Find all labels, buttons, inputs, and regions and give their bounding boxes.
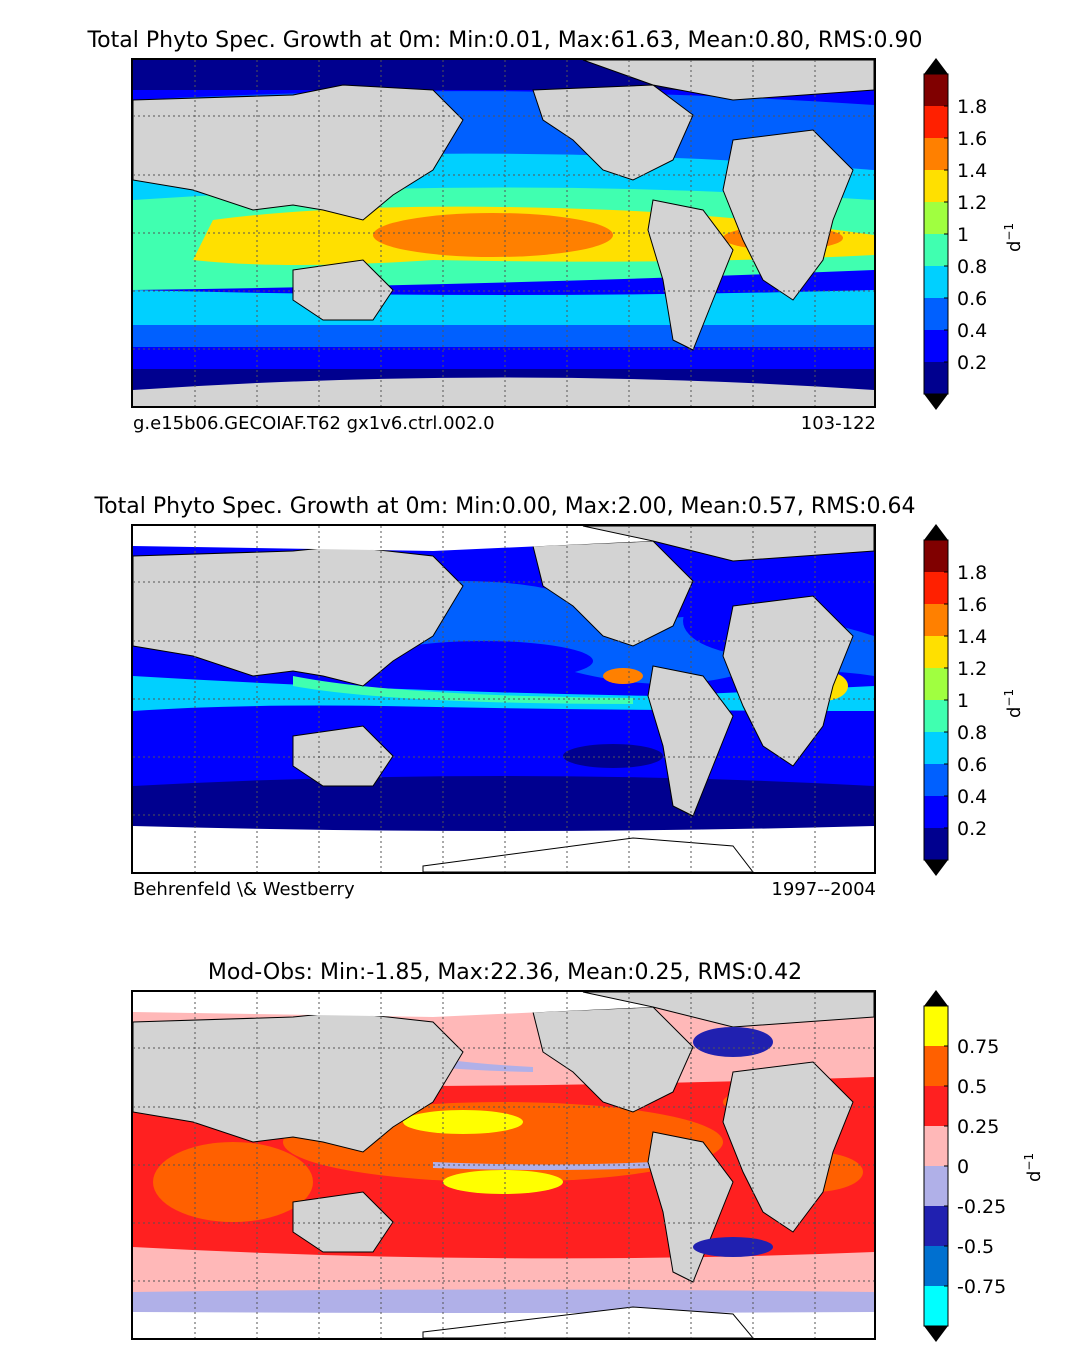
colorbar-tick-label: -0.75 xyxy=(957,1276,1006,1298)
colorbar-over-arrow xyxy=(924,524,948,540)
colorbar-over-arrow xyxy=(924,990,948,1006)
colorbar-under-arrow xyxy=(924,394,948,410)
colorbar-tick-label: 1.2 xyxy=(957,192,987,214)
panel-model: Total Phyto Spec. Growth at 0m: Min:0.01… xyxy=(0,0,1073,460)
colorbar-tick-label: 1.4 xyxy=(957,160,987,182)
colorbar-swatch xyxy=(924,636,948,668)
footer-years: 103-122 xyxy=(800,413,876,434)
colorbar-swatch xyxy=(924,732,948,764)
colorbar-tick-label: 1.8 xyxy=(957,562,987,584)
colorbar-tick-label: 0.4 xyxy=(957,320,987,342)
footer-years: 1997--2004 xyxy=(771,879,876,900)
colorbar-tick-label: 1.8 xyxy=(957,96,987,118)
colorbar-swatch xyxy=(924,330,948,362)
unit-label: d−1 xyxy=(1022,1152,1045,1182)
colorbar-tick-label: 1.2 xyxy=(957,658,987,680)
colorbar-tick-label: -0.25 xyxy=(957,1196,1006,1218)
colorbar-swatch xyxy=(924,298,948,330)
colorbar-swatch xyxy=(924,1086,948,1126)
colorbar-swatch xyxy=(924,828,948,860)
colorbar-swatch xyxy=(924,1246,948,1286)
colorbar-tick-label: 0.5 xyxy=(957,1076,987,1098)
colorbar-tick-label: 1 xyxy=(957,224,969,246)
colorbar-over-arrow xyxy=(924,58,948,74)
footer-source: Behrenfeld \& Westberry xyxy=(133,879,355,900)
colorbar-tick-label: 0.6 xyxy=(957,754,987,776)
colorbar-svg: 0.2 0.4 0.6 0.8 1 1.2 1.4 1.6 1.8 xyxy=(923,58,987,410)
panel-title: Total Phyto Spec. Growth at 0m: Min:0.00… xyxy=(94,494,916,519)
colorbar-swatch xyxy=(924,700,948,732)
colorbar-swatch xyxy=(924,1046,948,1086)
colorbar-tick-label: 0.8 xyxy=(957,722,987,744)
colorbar-svg: 0.2 0.4 0.6 0.8 1 1.2 1.4 1.6 1.8 xyxy=(923,524,987,876)
colorbar-swatch xyxy=(924,266,948,298)
footer-case: g.e15b06.GECOIAF.T62 gx1v6.ctrl.002.0 xyxy=(133,413,495,434)
colorbar-swatch xyxy=(924,170,948,202)
colorbar-swatch xyxy=(924,1006,948,1046)
colorbar-swatch xyxy=(924,202,948,234)
colorbar-tick-label: 1.6 xyxy=(957,128,987,150)
colorbar-swatch xyxy=(924,106,948,138)
colorbar-tick-label: 0.75 xyxy=(957,1036,999,1058)
colorbar-tick-label: 0.2 xyxy=(957,818,987,840)
colorbar-tick-label: 0.6 xyxy=(957,288,987,310)
colorbar: 0.2 0.4 0.6 0.8 1 1.2 1.4 1.6 1.8 xyxy=(920,58,1060,410)
colorbar-tick-label: 0.2 xyxy=(957,352,987,374)
colorbar: 0.2 0.4 0.6 0.8 1 1.2 1.4 1.6 1.8 xyxy=(920,524,1060,876)
map-difference xyxy=(131,990,876,1340)
colorbar-tick-label: -0.5 xyxy=(957,1236,994,1258)
colorbar-swatch xyxy=(924,1126,948,1166)
colorbar-tick-label: 0.8 xyxy=(957,256,987,278)
colorbar: -0.75 -0.5 -0.25 0 0.25 0.5 0.75 xyxy=(920,990,1060,1342)
colorbar-swatch xyxy=(924,764,948,796)
panel-observed: Total Phyto Spec. Growth at 0m: Min:0.00… xyxy=(94,494,1060,900)
colorbar-tick-label: 1 xyxy=(957,690,969,712)
colorbar-swatch xyxy=(924,1206,948,1246)
colorbar-svg: -0.75 -0.5 -0.25 0 0.25 0.5 0.75 xyxy=(923,990,1006,1342)
panel-title: Mod-Obs: Min:-1.85, Max:22.36, Mean:0.25… xyxy=(207,960,803,985)
colorbar-swatch xyxy=(924,1286,948,1326)
colorbar-swatch xyxy=(924,1166,948,1206)
colorbar-swatch xyxy=(924,74,948,106)
colorbar-swatch xyxy=(924,572,948,604)
colorbar-swatch xyxy=(924,362,948,394)
colorbar-swatch xyxy=(924,668,948,700)
colorbar-under-arrow xyxy=(924,860,948,876)
colorbar-swatch xyxy=(924,234,948,266)
colorbar-swatch xyxy=(924,796,948,828)
panel-title: Total Phyto Spec. Growth at 0m: Min:0.01… xyxy=(87,28,923,53)
map-observed-growth xyxy=(131,524,876,874)
colorbar-under-arrow xyxy=(924,1326,948,1342)
colorbar-swatch xyxy=(924,138,948,170)
colorbar-tick-label: 1.6 xyxy=(957,594,987,616)
colorbar-swatch xyxy=(924,540,948,572)
colorbar-tick-label: 0.25 xyxy=(957,1116,999,1138)
colorbar-swatch xyxy=(924,604,948,636)
colorbar-tick-label: 1.4 xyxy=(957,626,987,648)
colorbar-tick-label: 0.4 xyxy=(957,786,987,808)
colorbar-tick-label: 0 xyxy=(957,1156,969,1178)
map-model-growth xyxy=(131,58,876,408)
